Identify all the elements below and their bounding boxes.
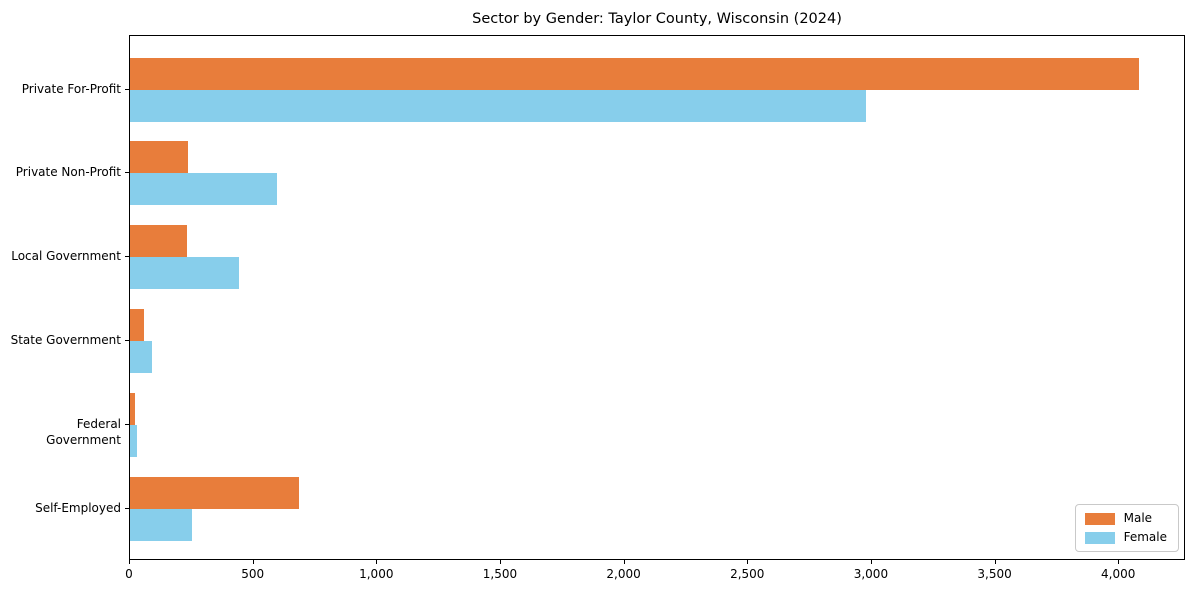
bar-male-state-government [130, 309, 144, 342]
legend-entry-male: Male [1084, 511, 1167, 525]
bar-female-state-government [130, 341, 153, 374]
y-tick-label: Federal Government [46, 416, 121, 447]
bar-female-private-for-profit [130, 89, 866, 122]
bar-female-federal-government [130, 424, 137, 457]
x-tick-label: 3,500 [977, 567, 1012, 581]
y-tick-mark [125, 423, 129, 425]
bar-male-self-employed [130, 476, 300, 509]
x-tick-label: 4,000 [1101, 567, 1136, 581]
bar-female-local-government [130, 257, 239, 290]
y-tick-mark [125, 256, 129, 258]
x-tick-mark [747, 560, 749, 564]
x-tick-label: 2,000 [606, 567, 641, 581]
y-tick-mark [125, 172, 129, 174]
legend-swatch-male [1084, 512, 1115, 525]
x-tick-label: 2,500 [730, 567, 765, 581]
bar-female-self-employed [130, 508, 192, 541]
x-tick-mark [376, 560, 378, 564]
legend: Male Female [1074, 504, 1179, 552]
x-tick-mark [252, 560, 254, 564]
y-tick-label: Self-Employed [35, 500, 121, 515]
x-tick-label: 1,000 [359, 567, 394, 581]
x-tick-mark [623, 560, 625, 564]
x-tick-mark [994, 560, 996, 564]
bar-male-private-non-profit [130, 141, 189, 174]
y-tick-mark [125, 340, 129, 342]
bar-male-local-government [130, 225, 187, 258]
plot-area: Male Female [129, 35, 1185, 560]
x-tick-mark [1118, 560, 1120, 564]
x-tick-mark [129, 560, 130, 564]
x-tick-label: 1,500 [482, 567, 518, 581]
bar-male-private-for-profit [130, 57, 1139, 90]
x-tick-mark [499, 560, 501, 564]
y-tick-mark [125, 88, 129, 90]
x-tick-label: 500 [241, 567, 265, 581]
bar-female-private-non-profit [130, 173, 278, 206]
x-tick-label: 3,000 [853, 567, 889, 581]
y-tick-label: Local Government [11, 249, 121, 264]
chart-title: Sector by Gender: Taylor County, Wiscons… [472, 11, 842, 27]
x-tick-mark [870, 560, 872, 564]
legend-swatch-female [1084, 531, 1115, 544]
legend-entry-female: Female [1084, 530, 1167, 544]
x-tick-label: 0 [125, 567, 133, 581]
y-tick-label: Private For-Profit [21, 81, 121, 96]
legend-label: Male [1123, 511, 1153, 525]
bar-male-federal-government [130, 392, 135, 425]
legend-label: Female [1123, 530, 1167, 544]
y-tick-label: State Government [10, 333, 121, 348]
y-tick-label: Private Non-Profit [15, 165, 121, 180]
y-tick-mark [125, 507, 129, 509]
